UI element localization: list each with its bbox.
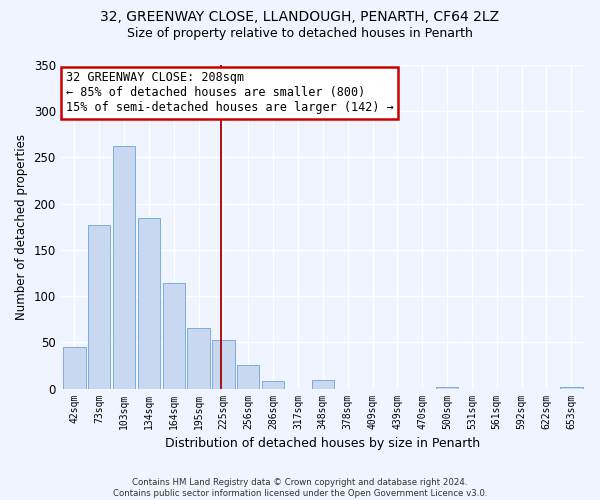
- Bar: [88, 225, 110, 388]
- Bar: [237, 366, 259, 388]
- Bar: [212, 340, 235, 388]
- Bar: [113, 146, 135, 388]
- Bar: [262, 381, 284, 388]
- Bar: [311, 380, 334, 388]
- Bar: [436, 386, 458, 388]
- X-axis label: Distribution of detached houses by size in Penarth: Distribution of detached houses by size …: [165, 437, 481, 450]
- Text: Size of property relative to detached houses in Penarth: Size of property relative to detached ho…: [127, 28, 473, 40]
- Bar: [560, 386, 583, 388]
- Bar: [187, 328, 210, 388]
- Bar: [163, 283, 185, 389]
- Bar: [138, 218, 160, 388]
- Text: 32 GREENWAY CLOSE: 208sqm
← 85% of detached houses are smaller (800)
15% of semi: 32 GREENWAY CLOSE: 208sqm ← 85% of detac…: [66, 72, 394, 114]
- Y-axis label: Number of detached properties: Number of detached properties: [15, 134, 28, 320]
- Text: 32, GREENWAY CLOSE, LLANDOUGH, PENARTH, CF64 2LZ: 32, GREENWAY CLOSE, LLANDOUGH, PENARTH, …: [100, 10, 500, 24]
- Bar: [63, 347, 86, 389]
- Text: Contains HM Land Registry data © Crown copyright and database right 2024.
Contai: Contains HM Land Registry data © Crown c…: [113, 478, 487, 498]
